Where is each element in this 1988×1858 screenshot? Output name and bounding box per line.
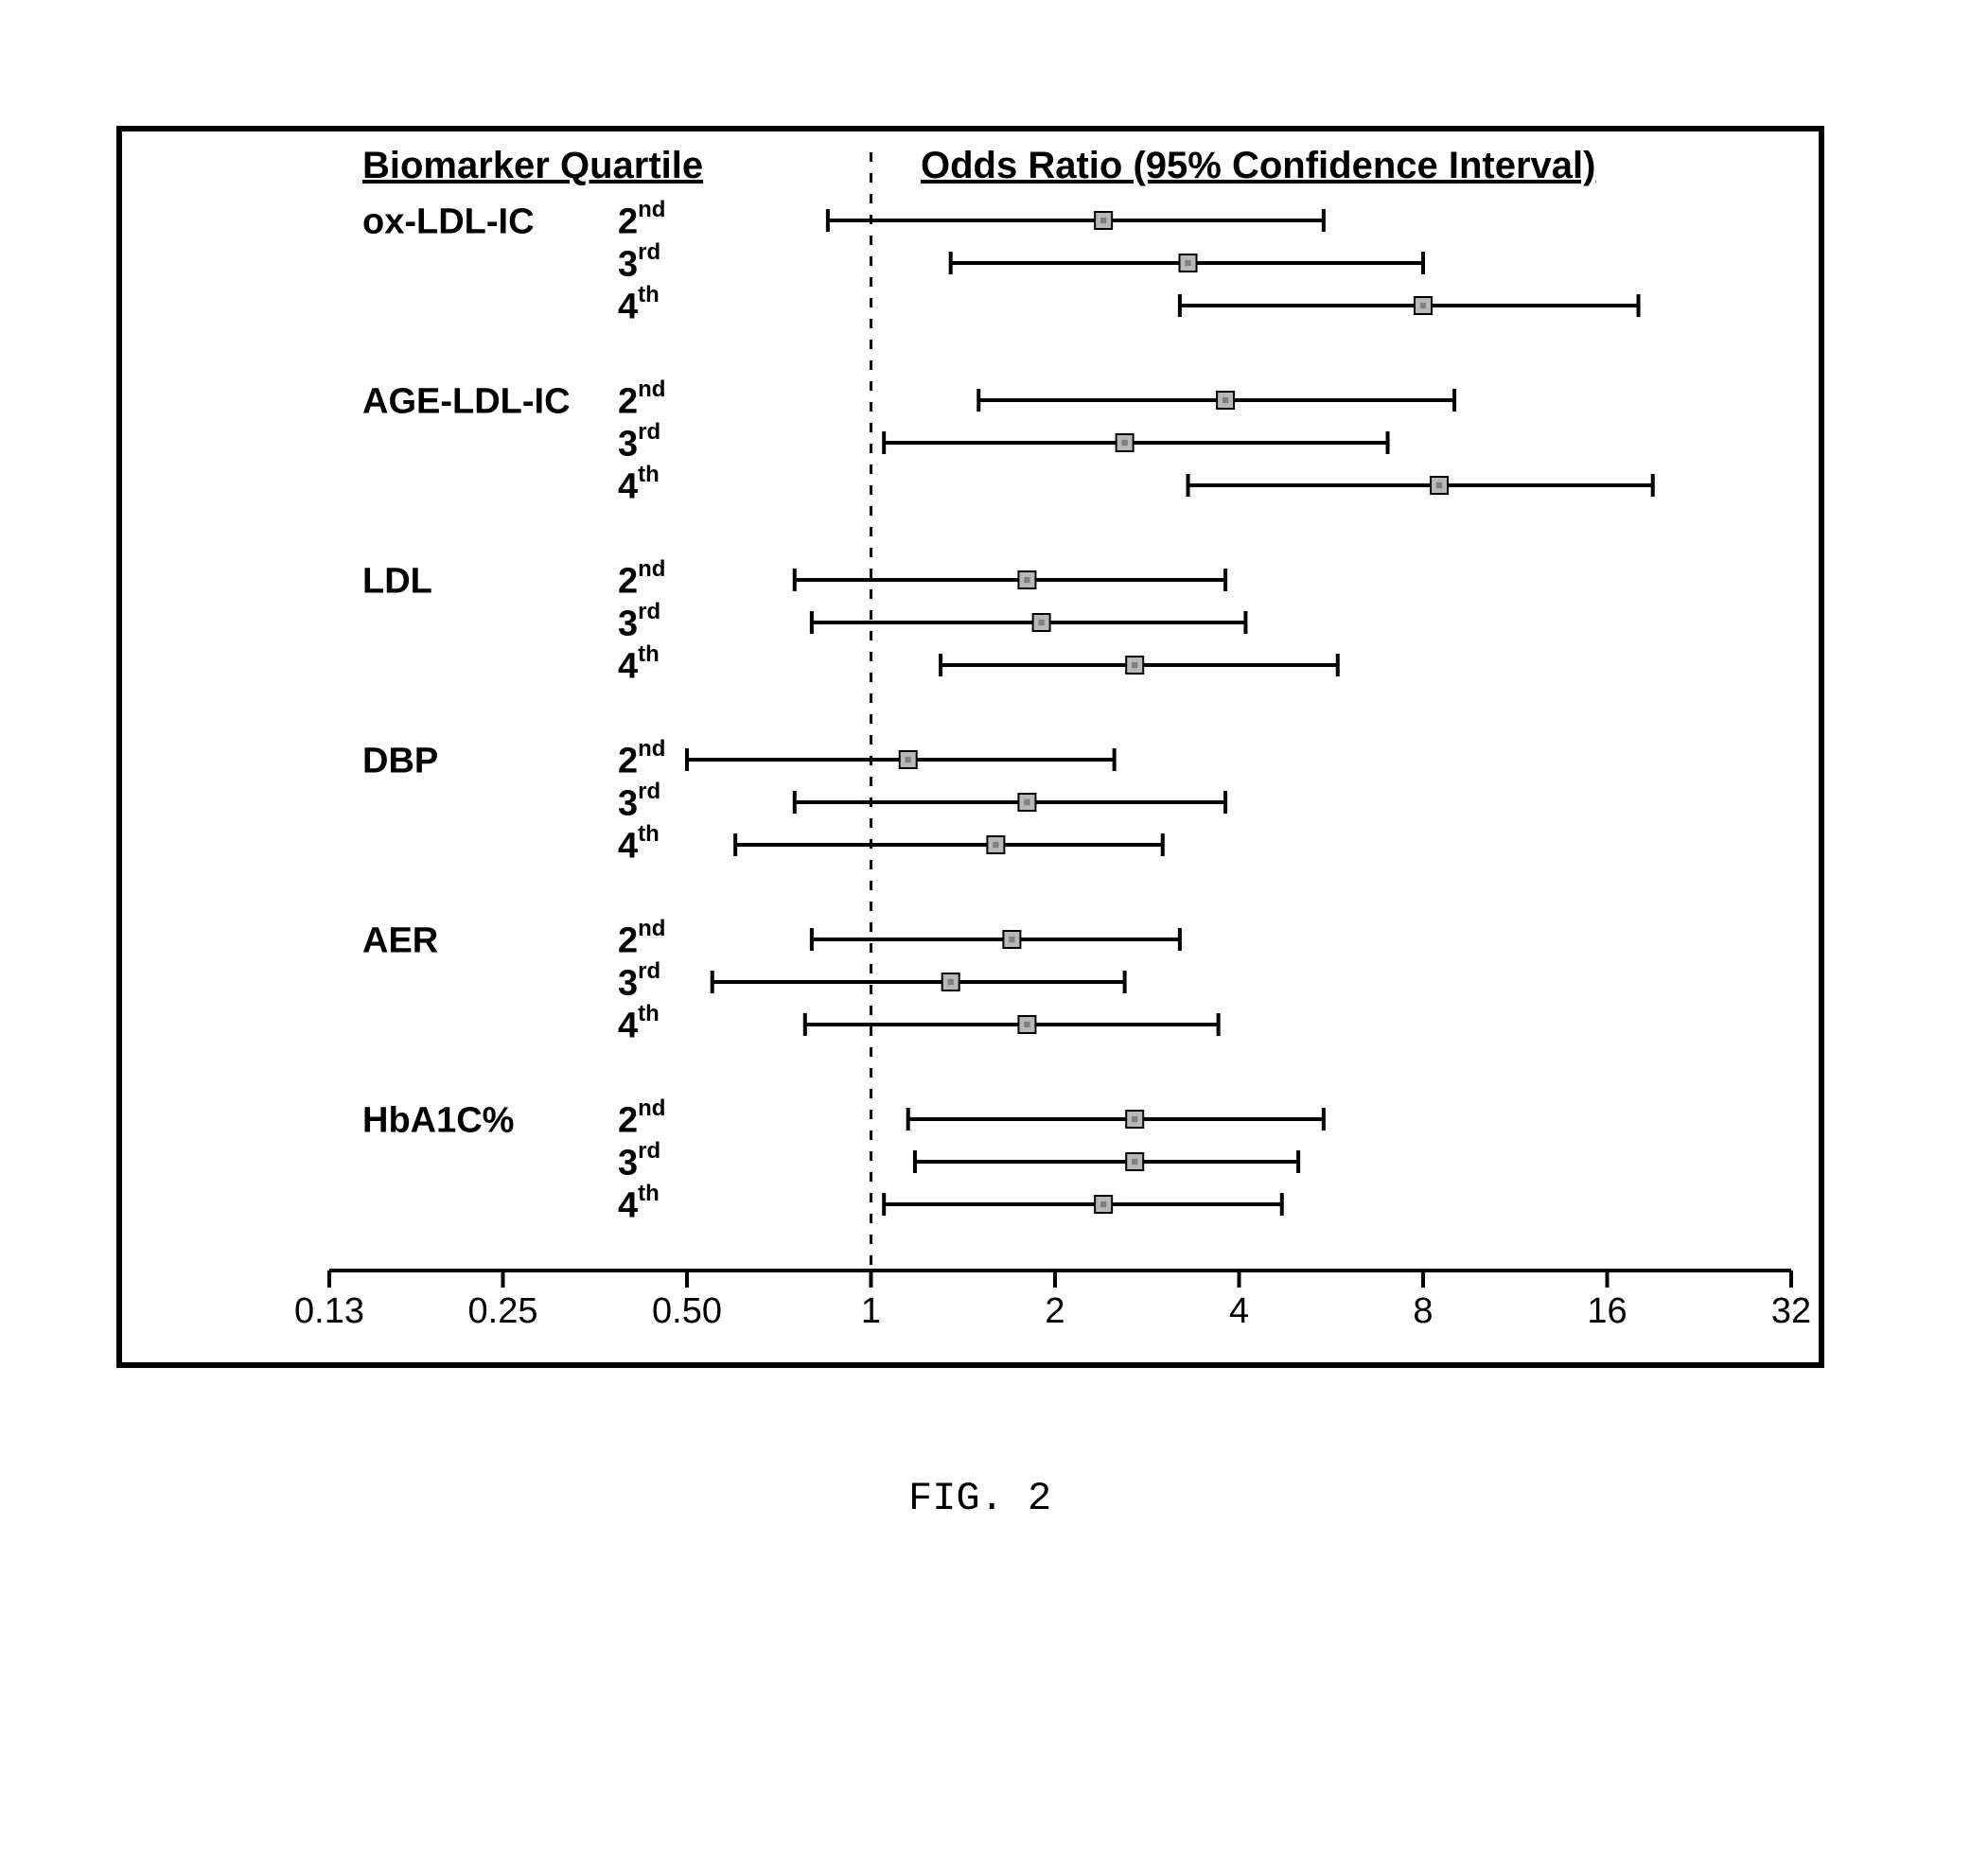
x-tick-label: 0.50 [652,1291,722,1331]
point-marker-inner [1100,218,1106,223]
point-marker-inner [1420,303,1426,308]
quartile-label: 2nd [618,197,665,241]
x-tick-label: 0.25 [468,1291,538,1331]
figure-container: 0.13 0.25 0.50 1 2 4 8 16 32 Biomarker Quartile Od… [0,0,1988,1858]
point-marker-inner [1024,1022,1029,1027]
point-marker-inner [1038,620,1044,625]
quartile-label: 3rd [618,239,660,284]
group-label: AGE-LDL-IC [362,381,571,421]
quartile-label: 4th [618,821,660,866]
quartile-label: 2nd [618,736,665,780]
point-marker-inner [1132,662,1137,668]
quartile-label: 3rd [618,779,660,823]
quartile-label: 2nd [618,556,665,601]
forest-plot: 0.13 0.25 0.50 1 2 4 8 16 32 Biomarker Quartile Od… [116,126,1824,1368]
heading-biomarker-quartile: Biomarker Quartile [362,145,703,186]
point-marker-inner [948,979,954,985]
x-tick-label: 16 [1587,1291,1627,1331]
quartile-label: 2nd [618,377,665,421]
quartile-label: 3rd [618,599,660,643]
point-marker-inner [993,842,998,848]
x-tick-label: 32 [1771,1291,1811,1331]
point-marker-inner [1132,1116,1137,1122]
group-label: ox-LDL-IC [362,202,535,241]
quartile-label: 2nd [618,1096,665,1140]
quartile-label: 2nd [618,916,665,960]
x-tick-label: 8 [1413,1291,1433,1331]
group-label: LDL [362,561,432,601]
group-label: AER [362,920,438,960]
group-label: DBP [362,741,438,780]
point-marker-inner [1024,799,1029,805]
point-marker-inner [1185,260,1190,266]
point-marker-inner [906,757,911,762]
point-marker-inner [1100,1201,1106,1207]
quartile-label: 3rd [618,1138,660,1183]
x-tick-label: 1 [861,1291,881,1331]
x-tick-label: 2 [1045,1291,1064,1331]
x-tick-label: 0.13 [294,1291,364,1331]
figure-caption: FIG. 2 [908,1476,1051,1521]
heading-odds-ratio: Odds Ratio (95% Confidence Interval) [921,145,1595,186]
point-marker-inner [1223,397,1228,403]
point-marker-inner [1009,937,1014,942]
quartile-label: 4th [618,282,660,326]
chart-svg-wrap: 0.13 0.25 0.50 1 2 4 8 16 32 Biomarker Quartile Od… [116,126,1824,1368]
quartile-label: 4th [618,641,660,686]
quartile-label: 4th [618,1181,660,1225]
point-marker-inner [1132,1159,1137,1165]
quartile-label: 3rd [618,958,660,1003]
group-label: HbA1C% [362,1100,514,1140]
quartile-label: 4th [618,1001,660,1045]
point-marker-inner [1436,482,1442,488]
point-marker-inner [1024,577,1029,583]
quartile-label: 3rd [618,419,660,464]
quartile-label: 4th [618,462,660,506]
point-marker-inner [1121,440,1127,446]
x-tick-label: 4 [1229,1291,1249,1331]
